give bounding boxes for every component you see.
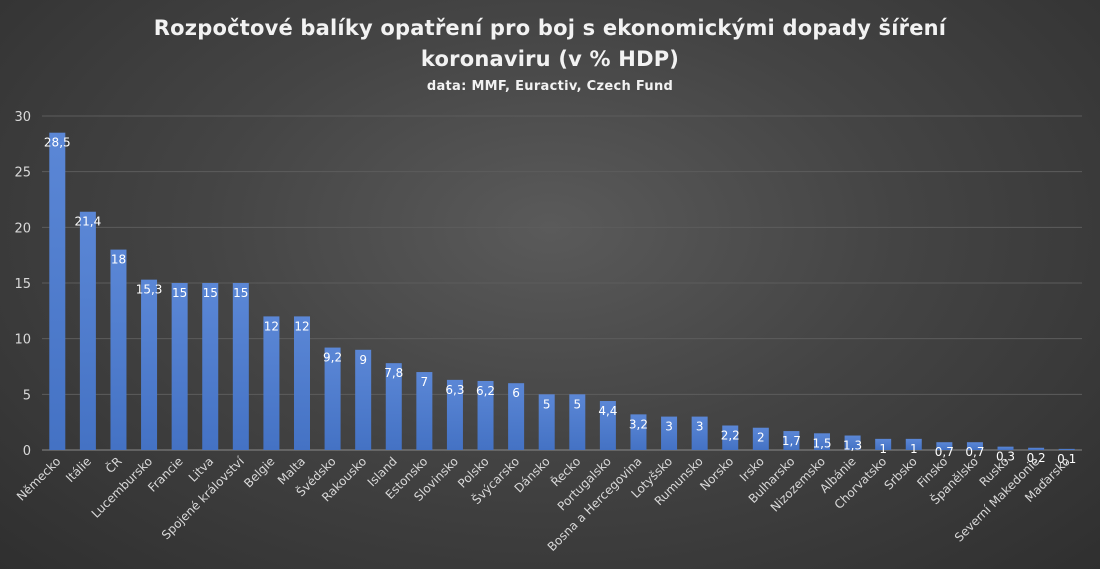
bar <box>599 401 616 450</box>
bar <box>446 379 463 450</box>
data-label: 3 <box>696 420 704 434</box>
data-label: 1 <box>879 442 887 456</box>
category-label: ČR <box>102 454 124 476</box>
data-label: 21,4 <box>75 215 102 229</box>
bar <box>875 438 892 450</box>
data-label: 3 <box>665 420 673 434</box>
category-label: Belgie <box>241 454 277 490</box>
data-label: 6 <box>512 386 520 400</box>
data-label: 18 <box>111 253 126 267</box>
data-label: 3,2 <box>629 417 648 431</box>
data-label: 7,8 <box>384 366 403 380</box>
bar <box>294 316 310 450</box>
bar <box>722 425 739 450</box>
bar <box>538 394 555 450</box>
chart-title: Rozpočtové balíky opatření pro boj s eko… <box>153 16 947 40</box>
bar <box>1058 448 1075 450</box>
data-label: 28,5 <box>44 136 71 150</box>
data-label: 1,7 <box>782 434 801 448</box>
y-tick-label: 15 <box>14 277 31 292</box>
bar <box>477 380 494 450</box>
data-label: 0,3 <box>996 450 1015 464</box>
bar <box>966 442 983 450</box>
bar <box>263 316 280 450</box>
bar <box>79 211 96 450</box>
data-label: 6,3 <box>445 383 464 397</box>
y-tick-label: 20 <box>14 221 31 236</box>
data-label: 12 <box>294 319 309 333</box>
category-label: Srbsko <box>881 454 919 492</box>
bar <box>569 394 586 450</box>
bar <box>49 132 66 450</box>
bar <box>141 279 158 450</box>
data-label: 1,5 <box>812 436 831 450</box>
data-label: 0,7 <box>935 445 954 459</box>
data-label: 5 <box>543 397 551 411</box>
data-label: 4,4 <box>598 404 617 418</box>
category-label: Norsko <box>697 454 736 493</box>
bar <box>905 438 922 450</box>
data-label: 15,3 <box>136 283 163 297</box>
bar <box>508 383 525 450</box>
bar <box>661 416 678 450</box>
bar <box>814 433 830 450</box>
bar <box>1028 447 1045 450</box>
bar <box>385 363 402 450</box>
y-tick-label: 5 <box>23 388 31 403</box>
y-tick-label: 0 <box>23 444 31 459</box>
bar <box>202 283 219 450</box>
bar <box>691 416 708 450</box>
bar <box>232 283 249 450</box>
data-label: 9,2 <box>323 351 342 365</box>
data-label: 0,1 <box>1057 452 1076 466</box>
data-label: 15 <box>203 286 218 300</box>
bar <box>844 435 861 450</box>
data-label: 7 <box>421 375 429 389</box>
bar <box>936 442 953 450</box>
data-label: 6,2 <box>476 384 495 398</box>
bar <box>324 347 341 450</box>
y-tick-label: 25 <box>14 166 31 181</box>
data-label: 1 <box>910 442 918 456</box>
chart-title-continued: koronaviru (v % HDP) <box>420 47 680 71</box>
bar <box>783 431 800 450</box>
data-label: 15 <box>172 286 187 300</box>
data-label: 2,2 <box>721 429 740 443</box>
bar <box>110 249 127 450</box>
bar <box>630 414 647 450</box>
bar <box>355 349 372 450</box>
data-label: 0,2 <box>1027 451 1046 465</box>
y-tick-label: 10 <box>14 333 31 348</box>
data-label: 5 <box>573 397 581 411</box>
data-label: 12 <box>264 319 279 333</box>
data-label: 15 <box>233 286 248 300</box>
data-label: 2 <box>757 431 765 445</box>
data-label: 0,7 <box>965 445 984 459</box>
data-label: 1,3 <box>843 439 862 453</box>
bar <box>171 283 188 450</box>
category-label: Itálie <box>63 454 94 485</box>
category-label: Německo <box>14 454 63 503</box>
bar <box>997 446 1014 450</box>
bar <box>416 372 433 450</box>
y-tick-label: 30 <box>14 110 31 125</box>
data-label: 9 <box>359 353 367 367</box>
category-label: Francie <box>145 454 185 494</box>
chart-subtitle: data: MMF, Euractiv, Czech Fund <box>426 79 674 94</box>
bar <box>752 427 769 450</box>
